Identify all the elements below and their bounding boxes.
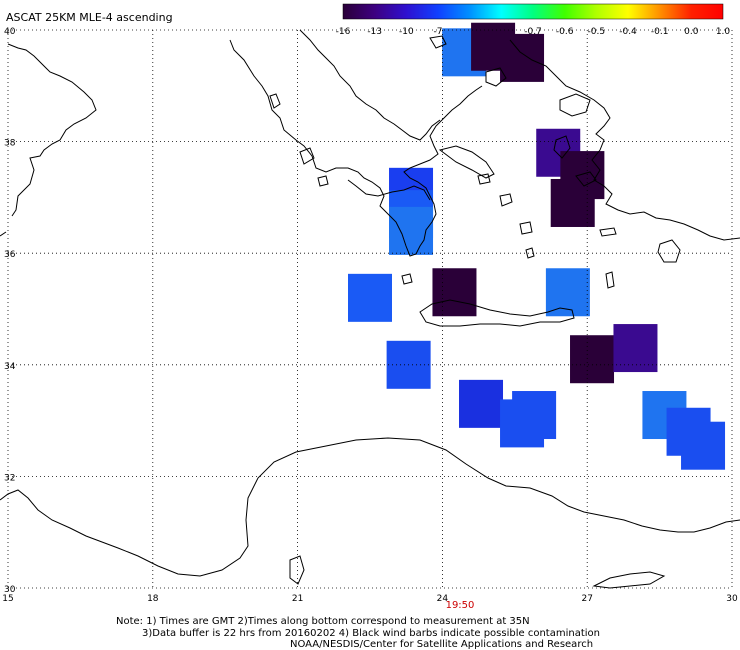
graticule	[7, 29, 733, 589]
wind-cell	[471, 22, 516, 71]
coast-greece-north	[299, 29, 441, 141]
coast-turkey	[509, 39, 740, 241]
colorbar-tick-label: -16	[336, 27, 351, 37]
lon-tick-label: 30	[726, 594, 738, 604]
island-chios	[553, 135, 571, 159]
colorbar-labels: -16-13-10-7-4-1-0.7-0.6-0.5-0.4-0.10.01.…	[336, 27, 731, 37]
colorbar: -16-13-10-7-4-1-0.7-0.6-0.5-0.4-0.10.01.…	[336, 3, 731, 37]
wind-cell	[570, 335, 615, 384]
colorbar-tick-label: -0.7	[524, 27, 542, 37]
colorbar-tick-label: 1.0	[716, 27, 731, 37]
coast-greece-west	[229, 39, 483, 257]
wind-cell	[681, 421, 726, 470]
island-skyros	[477, 173, 491, 185]
lat-tick-label: 36	[4, 250, 16, 260]
note-line-3: NOAA/NESDIS/Center for Satellite Applica…	[290, 639, 593, 650]
wind-cell	[459, 379, 504, 428]
island-evia	[438, 145, 495, 179]
island-corfu	[269, 93, 281, 109]
lat-tick-label: 38	[4, 139, 16, 149]
wind-cell	[545, 268, 590, 317]
map-title: ASCAT 25KM MLE-4 ascending	[6, 11, 173, 24]
note-line-1: Note: 1) Times are GMT 2)Times along bot…	[116, 616, 530, 627]
lon-tick-label: 15	[2, 594, 13, 604]
wind-data-cells	[348, 22, 726, 470]
lat-tick-label: 34	[4, 362, 16, 372]
coast-small-south	[289, 555, 305, 585]
lon-tick-label: 27	[581, 594, 592, 604]
island-andros	[499, 193, 513, 207]
lat-tick-label: 30	[4, 585, 16, 595]
lat-tick-label: 32	[4, 473, 15, 483]
wind-cell	[512, 391, 557, 440]
colorbar-tick-label: -13	[367, 27, 382, 37]
latitude-labels: 40 38 36 34 32 30	[4, 27, 16, 595]
island-samos	[575, 171, 597, 187]
island-santorini	[525, 247, 535, 259]
colorbar-tick-label: 0.0	[684, 27, 699, 37]
lon-tick-label: 21	[292, 594, 303, 604]
island-thasos	[429, 35, 447, 49]
island-rhodes	[657, 239, 681, 263]
colorbar-tick-label: -0.5	[588, 27, 606, 37]
time-label: 19:50	[446, 600, 475, 611]
island-lesbos	[559, 93, 591, 117]
island-lemnos	[485, 67, 507, 87]
wind-cell	[389, 206, 434, 255]
coast-italy	[7, 43, 97, 217]
coastlines	[0, 29, 740, 589]
island-kythira	[401, 273, 413, 285]
wind-cell	[613, 324, 658, 373]
lat-tick-label: 40	[4, 27, 16, 37]
island-crete	[419, 299, 575, 327]
island-karpathos	[605, 271, 615, 289]
colorbar-tick-label: -7	[434, 27, 443, 37]
island-kos	[599, 227, 617, 237]
colorbar-tick-label: -0.6	[556, 27, 574, 37]
island-kefalonia	[299, 147, 315, 165]
coast-cyprus-fragment	[592, 571, 666, 589]
longitude-labels: 15 18 21 24 27 30	[2, 594, 738, 604]
coast-libya-egypt	[0, 437, 740, 577]
colorbar-tick-label: -10	[399, 27, 414, 37]
note-line-2: 3)Data buffer is 22 hrs from 20160202 4)…	[142, 628, 600, 639]
coast-peloponnese	[347, 179, 431, 201]
wind-cell	[348, 273, 392, 322]
colorbar-tick-label: -0.4	[619, 27, 637, 37]
island-zakynthos	[317, 175, 329, 187]
lon-tick-label: 24	[437, 594, 449, 604]
colorbar-strip	[342, 3, 724, 20]
island-naxos	[519, 221, 533, 235]
coast-sicily	[0, 231, 7, 237]
lon-tick-label: 18	[147, 594, 159, 604]
colorbar-tick-label: -0.1	[651, 27, 669, 37]
wind-cell	[550, 178, 595, 227]
wind-cell	[432, 268, 477, 317]
